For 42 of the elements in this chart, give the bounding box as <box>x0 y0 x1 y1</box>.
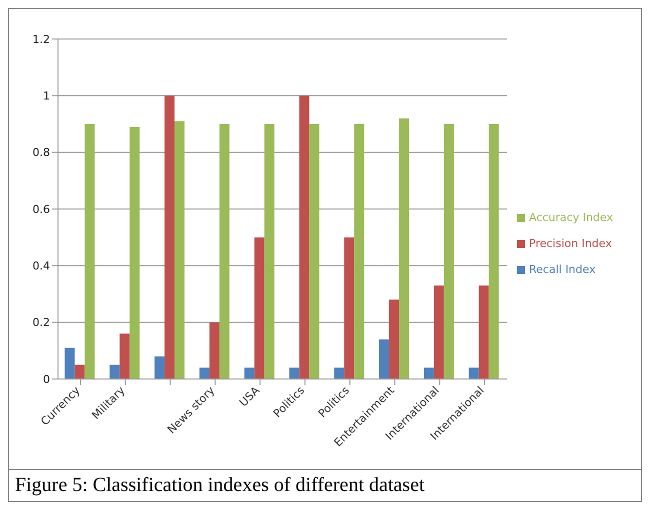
bar <box>74 364 85 379</box>
bar <box>344 237 354 379</box>
bar <box>389 300 400 379</box>
x-tick-label: USA <box>236 384 263 410</box>
bar <box>130 126 140 379</box>
y-tick-label: 1 <box>43 90 50 103</box>
bar <box>254 237 264 379</box>
y-tick-label: 1.2 <box>32 32 50 46</box>
legend-label: Accuracy Index <box>529 211 613 224</box>
bar <box>110 364 120 379</box>
bar <box>444 124 454 379</box>
caption: Figure 5: Classification indexes of different dataset <box>9 469 641 501</box>
bar <box>309 124 320 379</box>
bar <box>174 121 185 379</box>
bar <box>424 368 434 379</box>
y-tick-label: 0 <box>43 372 50 386</box>
y-tick-label: 0.4 <box>32 260 50 273</box>
bar <box>478 286 489 379</box>
legend-label: Recall Index <box>529 263 596 276</box>
legend-label: Precision Index <box>529 237 612 250</box>
bar <box>199 368 210 379</box>
bar <box>164 96 175 379</box>
bar <box>209 322 220 379</box>
bar <box>334 368 344 379</box>
bar <box>264 124 274 379</box>
bar <box>299 96 310 379</box>
bar <box>434 286 444 379</box>
bar <box>488 124 499 379</box>
bar <box>399 118 410 379</box>
bar <box>379 339 390 379</box>
bar <box>244 368 254 379</box>
bar <box>219 124 230 379</box>
bar <box>84 124 95 379</box>
bar <box>354 124 364 379</box>
y-tick-label: 0.2 <box>32 316 50 330</box>
bar <box>154 356 165 379</box>
bar <box>468 368 479 379</box>
bar <box>120 334 130 379</box>
bar <box>289 368 300 379</box>
y-tick-label: 0.8 <box>32 146 50 160</box>
bar <box>64 348 75 379</box>
y-tick-label: 0.6 <box>32 202 50 216</box>
